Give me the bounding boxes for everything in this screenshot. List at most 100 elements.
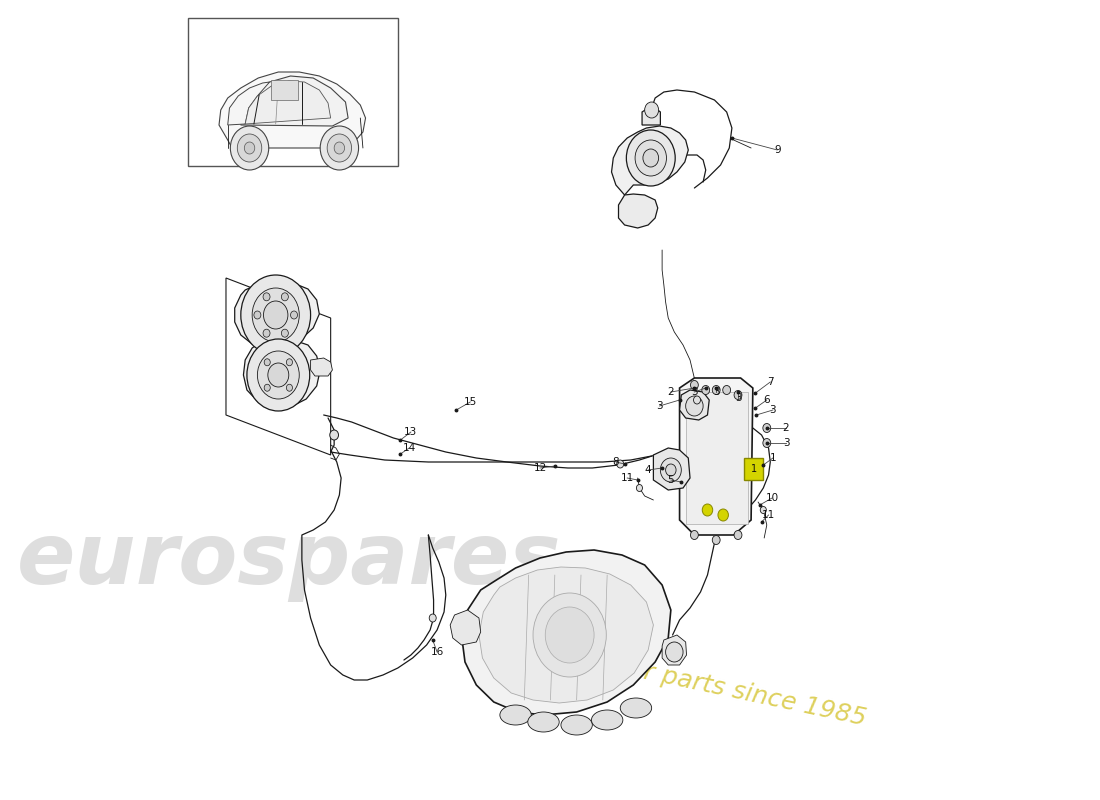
Ellipse shape [620, 698, 651, 718]
Text: 7: 7 [767, 377, 773, 387]
Polygon shape [234, 281, 319, 348]
Circle shape [246, 339, 310, 411]
Polygon shape [662, 635, 686, 665]
Circle shape [734, 530, 741, 539]
Text: 3: 3 [713, 387, 719, 397]
Circle shape [254, 311, 261, 319]
Circle shape [642, 149, 659, 167]
Text: a passion for parts since 1985: a passion for parts since 1985 [494, 629, 869, 731]
Text: eurospares: eurospares [16, 518, 561, 602]
Polygon shape [219, 72, 365, 148]
Circle shape [290, 311, 297, 319]
Circle shape [546, 607, 594, 663]
Circle shape [645, 102, 659, 118]
Text: 5: 5 [668, 475, 674, 485]
Circle shape [702, 504, 713, 516]
Circle shape [713, 535, 721, 545]
Text: 16: 16 [430, 647, 443, 657]
Circle shape [264, 301, 288, 329]
Circle shape [713, 386, 721, 394]
Circle shape [760, 506, 767, 514]
Polygon shape [243, 339, 320, 408]
Circle shape [534, 593, 606, 677]
Text: 8: 8 [613, 457, 619, 467]
Circle shape [763, 438, 771, 447]
Text: 2: 2 [668, 387, 674, 397]
Text: 14: 14 [403, 443, 416, 453]
Circle shape [763, 423, 771, 433]
Polygon shape [612, 126, 689, 195]
Circle shape [252, 288, 299, 342]
Ellipse shape [561, 715, 592, 735]
Circle shape [637, 485, 642, 491]
Circle shape [244, 142, 255, 154]
Polygon shape [245, 81, 331, 124]
Ellipse shape [592, 710, 623, 730]
Text: 1: 1 [750, 464, 757, 474]
Polygon shape [642, 108, 660, 125]
Circle shape [685, 396, 703, 416]
Circle shape [264, 358, 271, 366]
Circle shape [666, 642, 683, 662]
Circle shape [666, 464, 676, 476]
Circle shape [230, 126, 268, 170]
Circle shape [702, 386, 710, 394]
Text: 3: 3 [770, 405, 777, 415]
Circle shape [263, 293, 270, 301]
Circle shape [264, 384, 271, 391]
Text: 13: 13 [405, 427, 418, 437]
Text: 15: 15 [463, 397, 476, 407]
Text: 3: 3 [691, 387, 697, 397]
Circle shape [238, 134, 262, 162]
Text: 4: 4 [645, 465, 651, 475]
Bar [744, 458, 763, 480]
Circle shape [691, 381, 698, 390]
Polygon shape [478, 567, 653, 703]
Ellipse shape [499, 705, 531, 725]
Polygon shape [618, 194, 658, 228]
Circle shape [286, 384, 293, 391]
Text: 3: 3 [783, 438, 790, 448]
Polygon shape [310, 358, 332, 376]
Bar [188, 18, 398, 166]
Circle shape [282, 329, 288, 337]
Circle shape [241, 275, 310, 355]
Polygon shape [680, 378, 752, 535]
Circle shape [723, 386, 730, 394]
Circle shape [626, 130, 675, 186]
Circle shape [268, 363, 289, 387]
Circle shape [429, 614, 437, 622]
Circle shape [334, 142, 344, 154]
Circle shape [693, 396, 701, 404]
Circle shape [660, 458, 681, 482]
Circle shape [282, 293, 288, 301]
Polygon shape [228, 82, 270, 125]
Circle shape [330, 430, 339, 440]
Text: 9: 9 [774, 145, 781, 155]
Bar [272, 80, 297, 100]
Circle shape [263, 329, 270, 337]
Circle shape [286, 358, 293, 366]
Text: 10: 10 [766, 493, 779, 503]
Text: 12: 12 [534, 463, 547, 473]
Circle shape [617, 460, 624, 468]
Polygon shape [241, 76, 348, 126]
Ellipse shape [528, 712, 559, 732]
Text: 3: 3 [657, 401, 663, 411]
Circle shape [327, 134, 352, 162]
Bar [685, 392, 748, 524]
Circle shape [691, 530, 698, 539]
Polygon shape [653, 448, 690, 490]
Polygon shape [680, 390, 710, 420]
Text: 2: 2 [783, 423, 790, 433]
Circle shape [734, 390, 741, 399]
Text: 6: 6 [763, 395, 770, 405]
Text: 11: 11 [620, 473, 634, 483]
Text: 11: 11 [762, 510, 776, 520]
Text: 3: 3 [735, 393, 741, 403]
Circle shape [257, 351, 299, 399]
Circle shape [718, 509, 728, 521]
Text: 1: 1 [770, 453, 777, 463]
Circle shape [320, 126, 359, 170]
Polygon shape [450, 610, 481, 645]
